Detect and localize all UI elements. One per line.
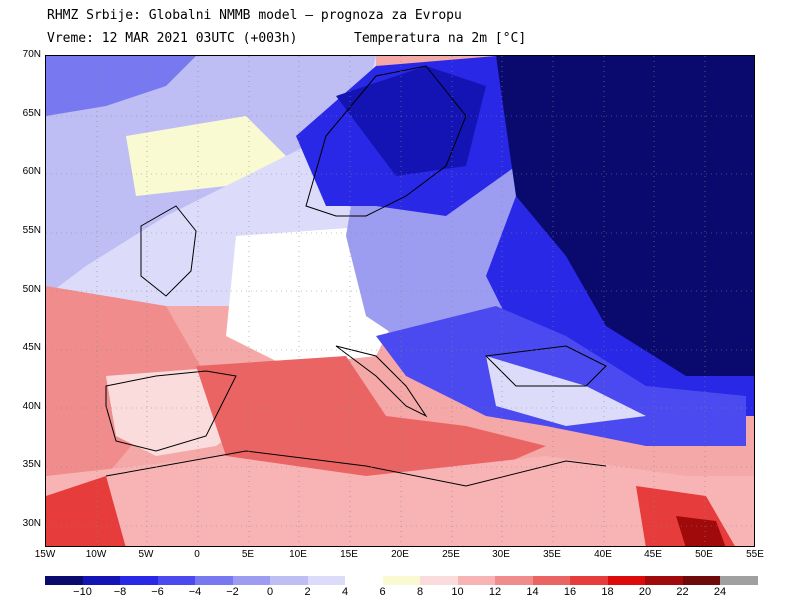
colorbar-box — [307, 576, 345, 585]
variable-name: Temperatura na 2m [°C] — [354, 31, 527, 46]
colorbar-box — [157, 576, 195, 585]
colorbar-box — [682, 576, 720, 585]
colorbar-box — [645, 576, 683, 585]
mediterranean-warm — [196, 356, 546, 476]
iberia-coastline — [105, 370, 237, 452]
lat-label: 70N — [22, 49, 41, 60]
map-canvas — [46, 56, 754, 546]
colorbar-box — [45, 576, 83, 585]
colorbar-box — [270, 576, 308, 585]
lon-label: 10W — [85, 549, 107, 560]
temperature-map — [45, 55, 755, 547]
colorbar-label: 10 — [451, 586, 464, 598]
colorbar — [45, 576, 758, 585]
colorbar-label: −4 — [188, 586, 202, 598]
map-title: RHMZ Srbije: Globalni NMMB model — progn… — [47, 8, 462, 23]
colorbar-label: 0 — [266, 586, 274, 598]
colorbar-box — [382, 576, 420, 585]
colorbar-label: 20 — [638, 586, 652, 598]
colorbar-label: 22 — [676, 586, 689, 598]
lat-label: 60N — [22, 166, 41, 177]
lat-label: 55N — [22, 225, 41, 236]
morocco-hot — [46, 476, 126, 546]
lat-label: 40N — [22, 401, 41, 412]
forecast-time: Vreme: 12 MAR 2021 03UTC (+003h) — [47, 31, 298, 46]
colorbar-label: 4 — [341, 586, 349, 598]
colorbar-box — [120, 576, 158, 585]
greenland-sea-cold — [46, 56, 196, 116]
colorbar-box — [82, 576, 120, 585]
lon-label: 55E — [746, 549, 764, 560]
lat-label: 45N — [22, 342, 41, 353]
black-sea-pale — [486, 356, 646, 426]
lon-label: 25E — [442, 549, 460, 560]
lon-label: 50E — [695, 549, 713, 560]
british-isles-coastline — [140, 205, 197, 297]
russia-cold — [496, 56, 754, 396]
lat-label: 50N — [22, 284, 41, 295]
lon-label: 30E — [492, 549, 510, 560]
colorbar-label: 14 — [526, 586, 539, 598]
scandinavia-coastline — [305, 65, 467, 217]
colorbar-box — [345, 576, 383, 585]
colorbar-label: 12 — [488, 586, 502, 598]
colorbar-label: 18 — [601, 586, 614, 598]
colorbar-box — [495, 576, 533, 585]
colorbar-label: −8 — [113, 586, 127, 598]
colorbar-label: 8 — [416, 586, 424, 598]
colorbar-box — [607, 576, 645, 585]
lat-label: 30N — [22, 518, 41, 529]
colorbar-box — [195, 576, 233, 585]
colorbar-box — [457, 576, 495, 585]
italy-coastline — [335, 345, 428, 418]
colorbar-label: −10 — [73, 586, 92, 598]
colorbar-label: 6 — [379, 586, 386, 598]
colorbar-box — [420, 576, 458, 585]
lon-label: 10E — [289, 549, 307, 560]
colorbar-label: 2 — [304, 586, 311, 598]
balkans-turkey-cold — [376, 306, 746, 446]
colorbar-box — [720, 576, 758, 585]
north-africa-field — [46, 456, 754, 546]
north-africa-coastline — [105, 450, 607, 487]
colorbar-label: 16 — [563, 586, 577, 598]
persian-gulf-hot — [676, 516, 726, 546]
graticule — [46, 56, 754, 546]
lon-label: 5W — [138, 549, 154, 560]
black-sea-coastline — [484, 345, 607, 387]
atlantic-mild-patch — [126, 116, 286, 196]
lat-label: 65N — [22, 108, 41, 119]
colorbar-label: −2 — [226, 586, 239, 598]
lon-label: 35E — [543, 549, 561, 560]
lon-label: 15E — [340, 549, 358, 560]
colorbar-label: 24 — [713, 586, 727, 598]
lon-label: 0 — [194, 549, 200, 560]
lon-label: 5E — [241, 549, 255, 560]
lon-label: 20E — [391, 549, 409, 560]
lat-label: 35N — [22, 459, 41, 470]
colorbar-label: −6 — [151, 586, 164, 598]
colorbar-box — [232, 576, 270, 585]
lon-label: 45E — [644, 549, 662, 560]
colorbar-box — [532, 576, 570, 585]
lon-label: 40E — [594, 549, 612, 560]
lon-label: 15W — [34, 549, 56, 560]
colorbar-box — [570, 576, 608, 585]
